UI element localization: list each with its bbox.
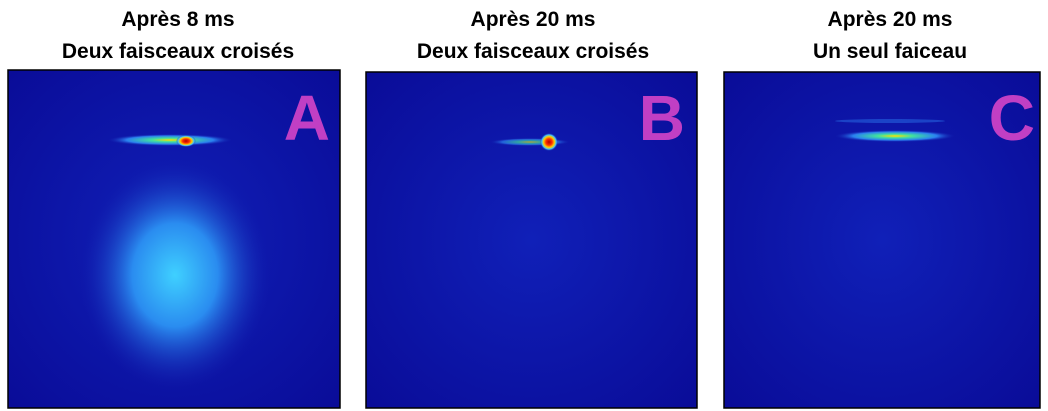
beam <box>835 130 955 142</box>
panel-b: Après 20 ms Deux faisceaux croisés B <box>365 8 698 409</box>
panel-subtitle: Deux faisceaux croisés <box>62 40 294 63</box>
panel-subtitle: Un seul faiceau <box>813 40 967 63</box>
panel-label: B <box>639 82 685 154</box>
panel-c: Après 20 ms Un seul faiceau C <box>723 8 1041 409</box>
panel-subtitle: Deux faisceaux croisés <box>417 40 649 63</box>
panel-title: Après 20 ms <box>828 8 953 31</box>
panel-a: Après 8 ms Deux faisceaux croisés A <box>7 8 341 409</box>
image <box>723 71 1041 409</box>
panel-title: Après 8 ms <box>121 8 234 31</box>
beam <box>108 134 232 146</box>
atom-cloud <box>80 160 270 390</box>
panel-title: Après 20 ms <box>471 8 596 31</box>
panel-label: C <box>989 82 1035 154</box>
image <box>365 71 698 409</box>
peak <box>176 135 196 147</box>
beam-ghost <box>835 119 945 123</box>
panel-label: A <box>284 82 330 154</box>
peak <box>540 133 558 151</box>
